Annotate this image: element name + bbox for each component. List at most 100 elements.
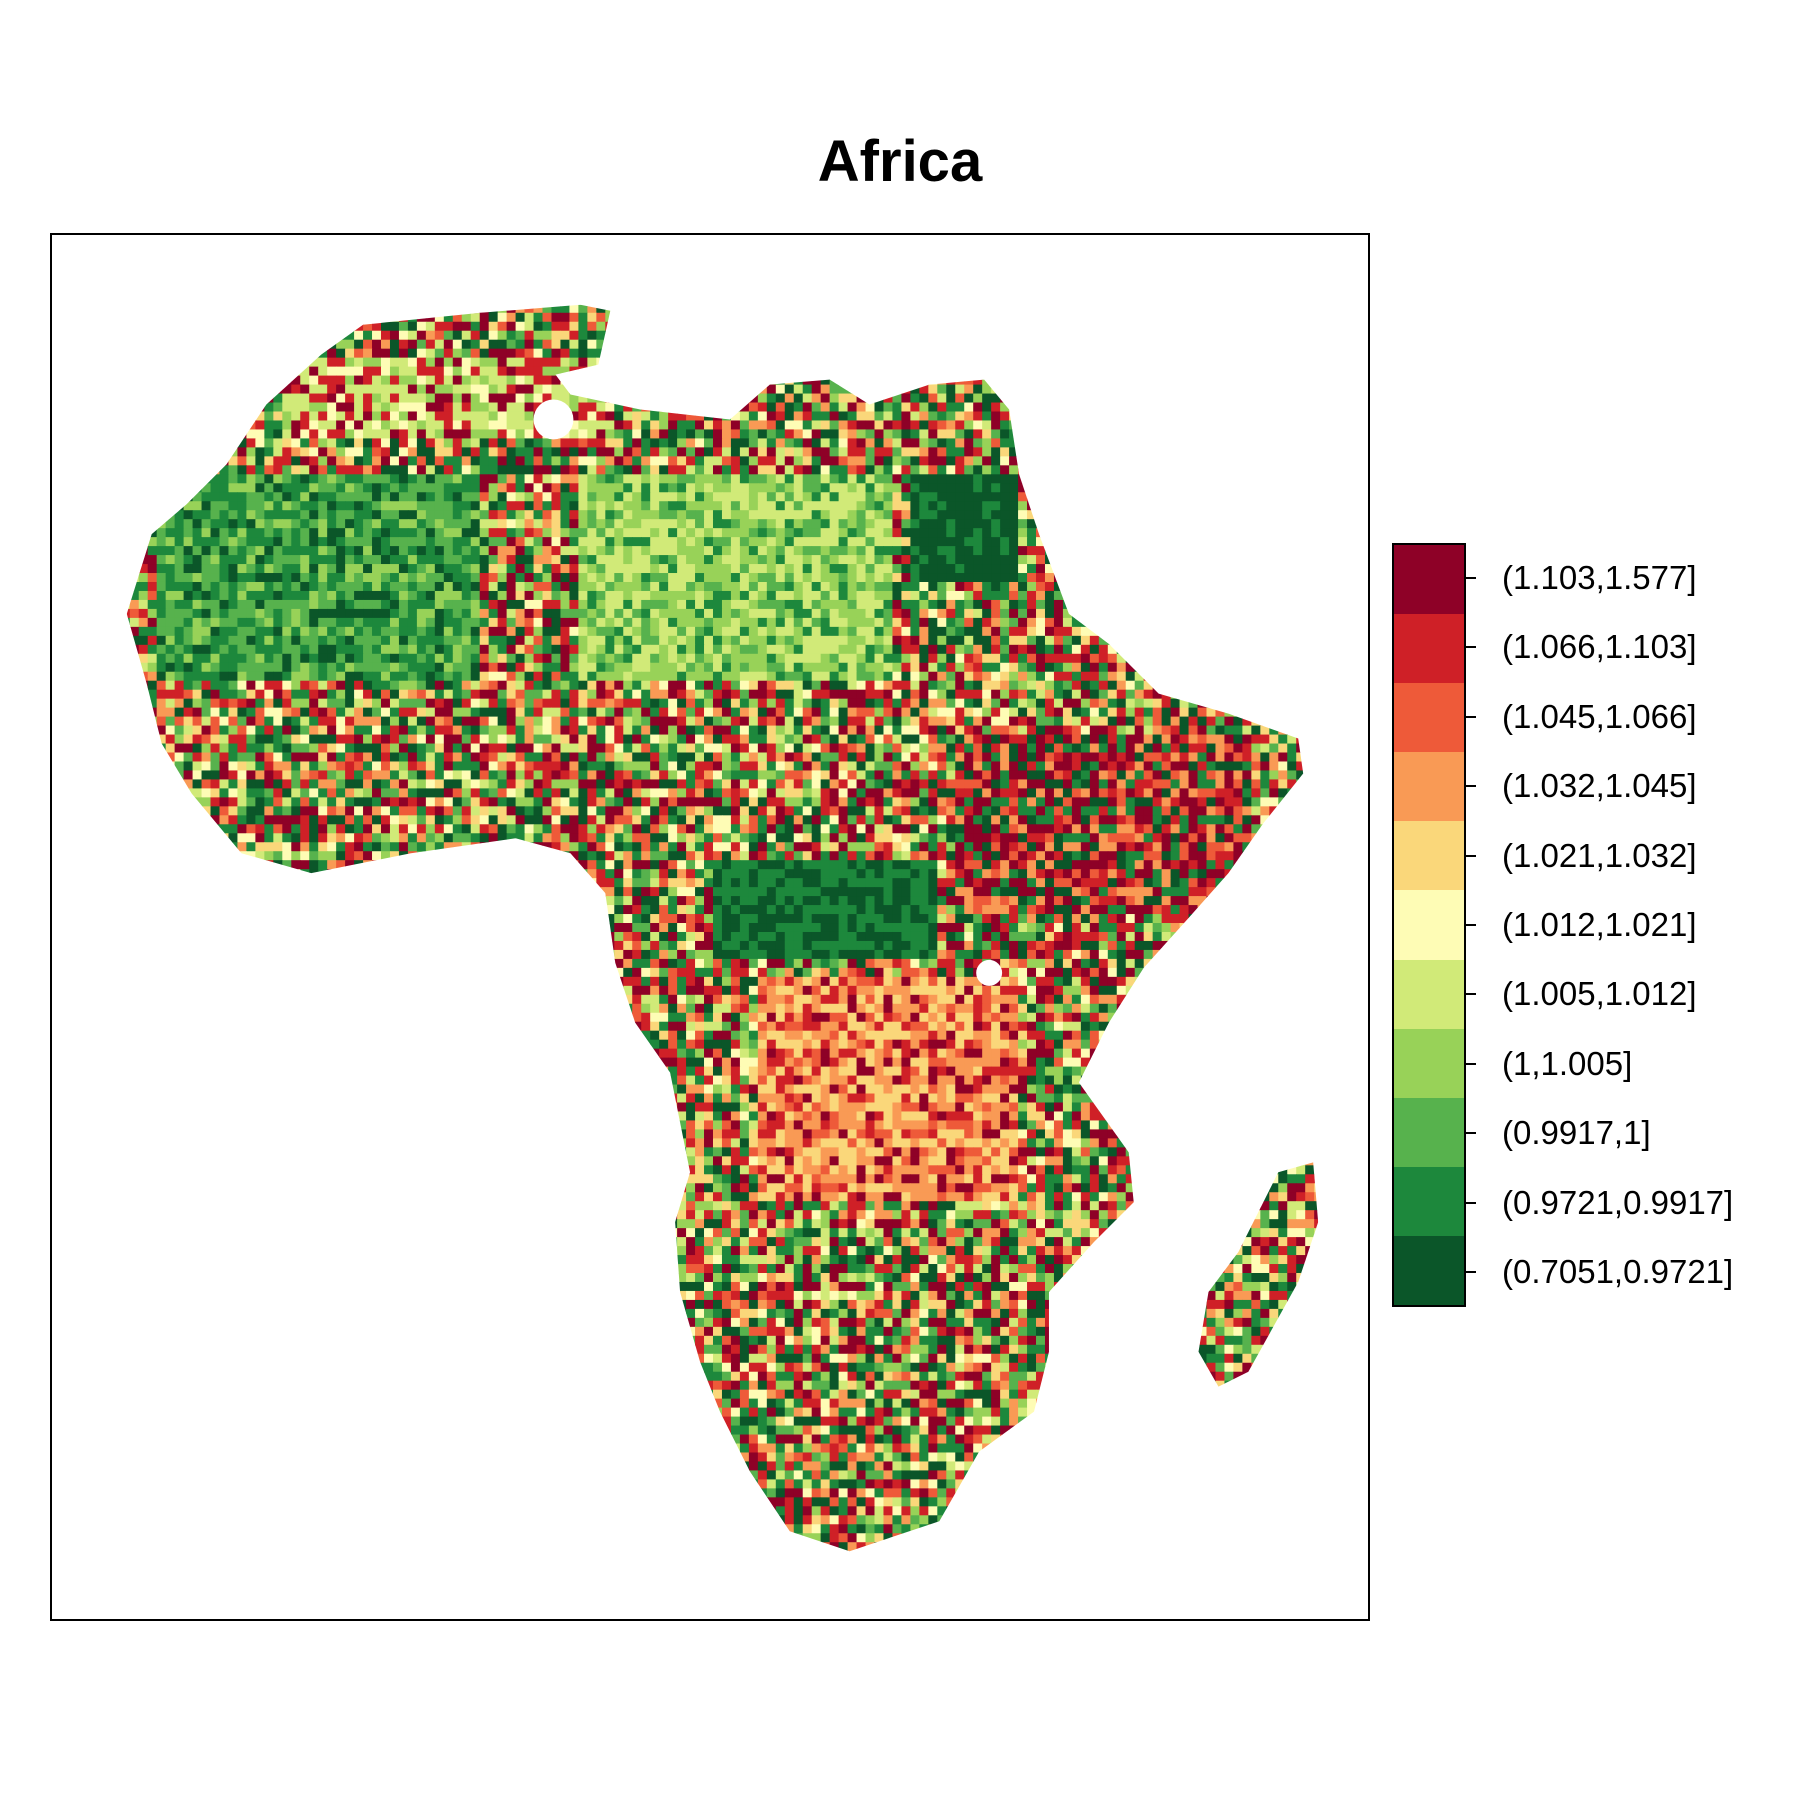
raster-cell [1036, 501, 1046, 511]
raster-cell [901, 581, 911, 592]
raster-cell [291, 321, 301, 332]
raster-cell [443, 528, 454, 538]
raster-cell [1332, 376, 1341, 385]
raster-cell [183, 546, 194, 556]
raster-cell [1278, 393, 1288, 404]
raster-cell [399, 295, 408, 304]
raster-cell [668, 465, 678, 475]
raster-cell [695, 411, 705, 421]
raster-cell [829, 555, 840, 565]
raster-cell [264, 375, 274, 386]
raster-cell [246, 474, 256, 484]
raster-cell [668, 447, 678, 457]
raster-cell [381, 564, 391, 574]
raster-cell [524, 348, 535, 359]
raster-cell [551, 456, 561, 466]
raster-cell [937, 456, 947, 466]
raster-cell [847, 519, 858, 529]
raster-cell [1170, 564, 1181, 574]
raster-cell [327, 447, 337, 457]
raster-cell [381, 295, 390, 304]
raster-cell [237, 348, 247, 359]
raster-cell [165, 501, 176, 511]
raster-cell [470, 617, 481, 628]
raster-cell [416, 546, 427, 556]
raster-cell [641, 608, 651, 619]
raster-cell [829, 447, 840, 457]
raster-cell [569, 474, 579, 484]
raster-cell [955, 608, 965, 619]
raster-cell [219, 393, 229, 404]
raster-cell [991, 510, 1001, 520]
raster-cell [372, 375, 382, 386]
raster-cell [784, 465, 795, 475]
raster-cell [991, 456, 1001, 466]
raster-cell [497, 555, 508, 565]
raster-cell [407, 599, 418, 610]
raster-cell [129, 429, 140, 439]
raster-cell [1323, 519, 1332, 528]
raster-cell [560, 528, 570, 538]
raster-cell [1188, 321, 1199, 332]
raster-cell [183, 617, 194, 628]
raster-cell [542, 339, 552, 350]
raster-cell [704, 501, 714, 511]
raster-cell [1053, 599, 1064, 610]
raster-cell [1215, 402, 1225, 412]
raster-cell [1089, 608, 1100, 619]
raster-cell [354, 348, 364, 359]
raster-cell [542, 528, 552, 538]
raster-cell [282, 483, 292, 493]
raster-cell [1323, 376, 1332, 385]
raster-cell [237, 357, 247, 368]
raster-cell [1009, 330, 1019, 341]
raster-cell [443, 581, 454, 592]
raster-cell [1197, 411, 1207, 421]
raster-cell [497, 573, 508, 583]
raster-cell [1179, 304, 1190, 314]
raster-cell [587, 456, 597, 466]
raster-cell [802, 384, 813, 395]
raster-cell [1062, 573, 1073, 583]
raster-cell [237, 456, 247, 466]
raster-cell [955, 564, 965, 574]
raster-cell [372, 573, 382, 583]
raster-cell [443, 420, 454, 430]
raster-cell [1251, 447, 1261, 457]
raster-cell [856, 411, 867, 421]
raster-cell [1206, 581, 1216, 592]
raster-cell [300, 330, 310, 341]
raster-cell [1098, 438, 1109, 448]
raster-cell [578, 564, 588, 574]
raster-cell [1107, 348, 1118, 359]
raster-cell [264, 312, 274, 323]
raster-cell [677, 456, 687, 466]
raster-cell [273, 321, 283, 332]
raster-cell [748, 465, 759, 475]
raster-cell [1287, 429, 1297, 439]
raster-cell [515, 555, 526, 565]
raster-cell [820, 330, 831, 341]
raster-cell [775, 501, 786, 511]
raster-cell [641, 546, 651, 556]
raster-cell [748, 483, 759, 493]
raster-cell [1143, 528, 1154, 538]
raster-cell [174, 420, 185, 430]
raster-cell [757, 501, 768, 511]
raster-cell [219, 321, 229, 332]
raster-cell [1170, 321, 1181, 332]
raster-cell [282, 465, 292, 475]
raster-cell [192, 312, 203, 323]
raster-cell [766, 321, 777, 332]
raster-cell [479, 438, 490, 448]
raster-cell [1161, 537, 1172, 547]
raster-cell [847, 447, 858, 457]
raster-cell [425, 402, 436, 412]
raster-cell [381, 581, 391, 592]
raster-cell [434, 339, 445, 350]
raster-cell [1224, 510, 1234, 520]
raster-cell [524, 304, 535, 314]
raster-cell [1296, 599, 1306, 610]
raster-cell [452, 492, 463, 502]
raster-cell [1134, 393, 1145, 404]
